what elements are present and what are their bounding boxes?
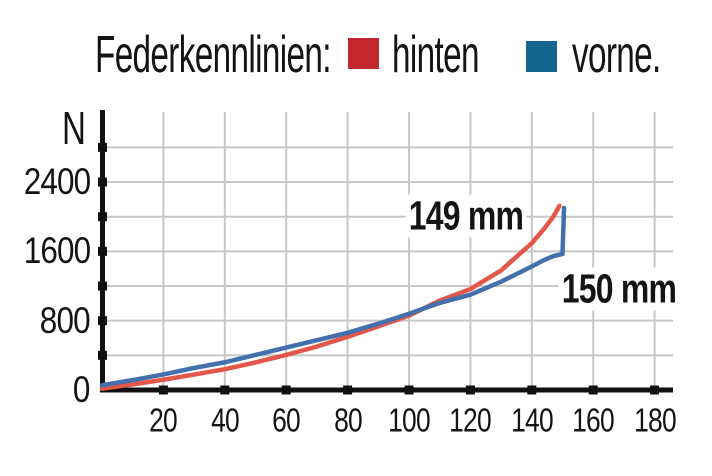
x-tick-label: 160	[572, 401, 615, 439]
chart-title: Federkennlinien:	[95, 26, 331, 84]
x-tick-label: 100	[388, 401, 430, 439]
x-tick-label: 60	[272, 401, 301, 439]
x-tick-label: 40	[210, 401, 240, 439]
x-tick-label: 80	[333, 401, 363, 439]
annotation-149mm: 149 mm	[405, 194, 527, 238]
x-tick-label: 140	[510, 401, 553, 439]
y-tick-label: 800	[40, 299, 91, 341]
legend-label-hinten: hinten	[392, 26, 479, 84]
y-tick-label: 1600	[23, 230, 90, 272]
y-tick-label: 2400	[23, 160, 90, 202]
y-axis-unit-label: N	[62, 102, 86, 154]
legend-swatch-vorne	[526, 41, 557, 72]
legend-swatch-hinten	[348, 38, 379, 69]
y-tick-label: 0	[73, 368, 90, 410]
x-tick-label: 180	[633, 401, 676, 439]
x-tick-label: 20	[149, 401, 179, 439]
annotation-150mm: 150 mm	[558, 267, 680, 311]
x-tick-label: 120	[449, 401, 492, 439]
legend-label-vorne: vorne.	[572, 26, 661, 84]
